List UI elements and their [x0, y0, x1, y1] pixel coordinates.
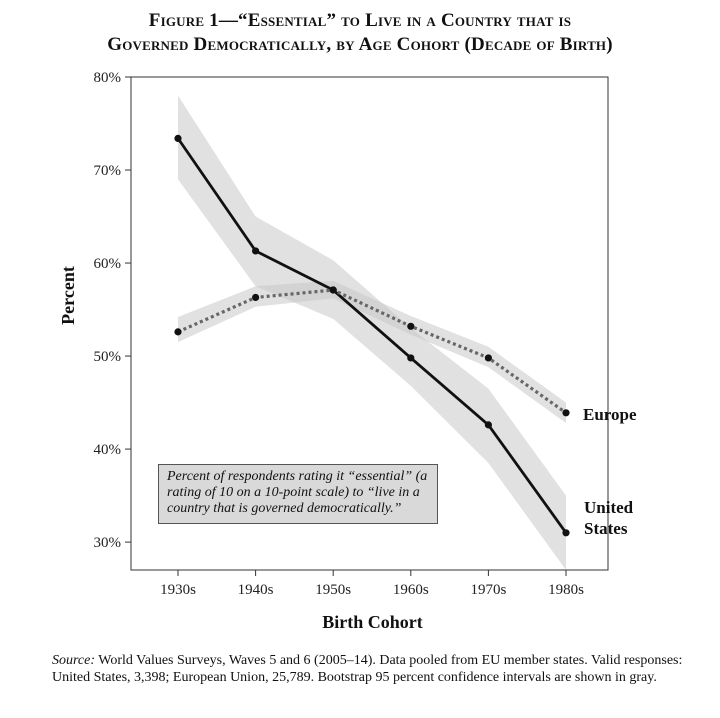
- x-tick-label: 1950s: [315, 582, 351, 598]
- x-tick-label: 1930s: [160, 582, 196, 598]
- source-label: Source:: [52, 653, 96, 668]
- confidence-band-united-states: [178, 95, 566, 571]
- annotation-box: Percent of respondents rating it “essent…: [158, 464, 438, 524]
- series-line-united-states: [176, 137, 568, 534]
- data-point-europe: [484, 354, 492, 362]
- y-tick-label: 70%: [94, 163, 122, 179]
- series-line-europe: [177, 288, 567, 415]
- data-point-europe: [329, 286, 337, 294]
- data-point-united-states: [484, 421, 492, 429]
- chart-title-line-1: Figure 1—“Essential” to Live in a Countr…: [148, 10, 572, 31]
- data-point-united-states: [407, 354, 415, 362]
- y-tick-label: 40%: [94, 442, 122, 458]
- x-tick-label: 1980s: [548, 582, 584, 598]
- data-point-united-states: [562, 529, 570, 537]
- x-tick-label: 1960s: [393, 582, 429, 598]
- x-axis-title: Birth Cohort: [322, 612, 423, 632]
- series-label-united-states: States: [584, 519, 628, 538]
- x-tick-label: 1940s: [238, 582, 274, 598]
- data-point-europe: [174, 328, 182, 336]
- data-point-europe: [407, 322, 415, 330]
- data-point-europe: [562, 409, 570, 417]
- x-tick-label: 1970s: [470, 582, 506, 598]
- series-label-united-states: United: [584, 498, 634, 517]
- series-label-europe: Europe: [583, 405, 637, 424]
- y-tick-label: 60%: [94, 256, 122, 272]
- source-note: Source: World Values Surveys, Waves 5 an…: [52, 652, 692, 686]
- source-text: World Values Surveys, Waves 5 and 6 (200…: [52, 653, 683, 685]
- data-point-europe: [252, 293, 260, 302]
- data-point-united-states: [174, 134, 182, 142]
- data-point-united-states: [252, 247, 260, 255]
- y-tick-label: 80%: [94, 70, 122, 86]
- y-tick-label: 30%: [94, 535, 122, 551]
- y-axis-title: Percent: [58, 266, 78, 325]
- y-tick-label: 50%: [94, 349, 122, 365]
- chart-title-line-2: Governed Democratically, by Age Cohort (…: [107, 34, 613, 55]
